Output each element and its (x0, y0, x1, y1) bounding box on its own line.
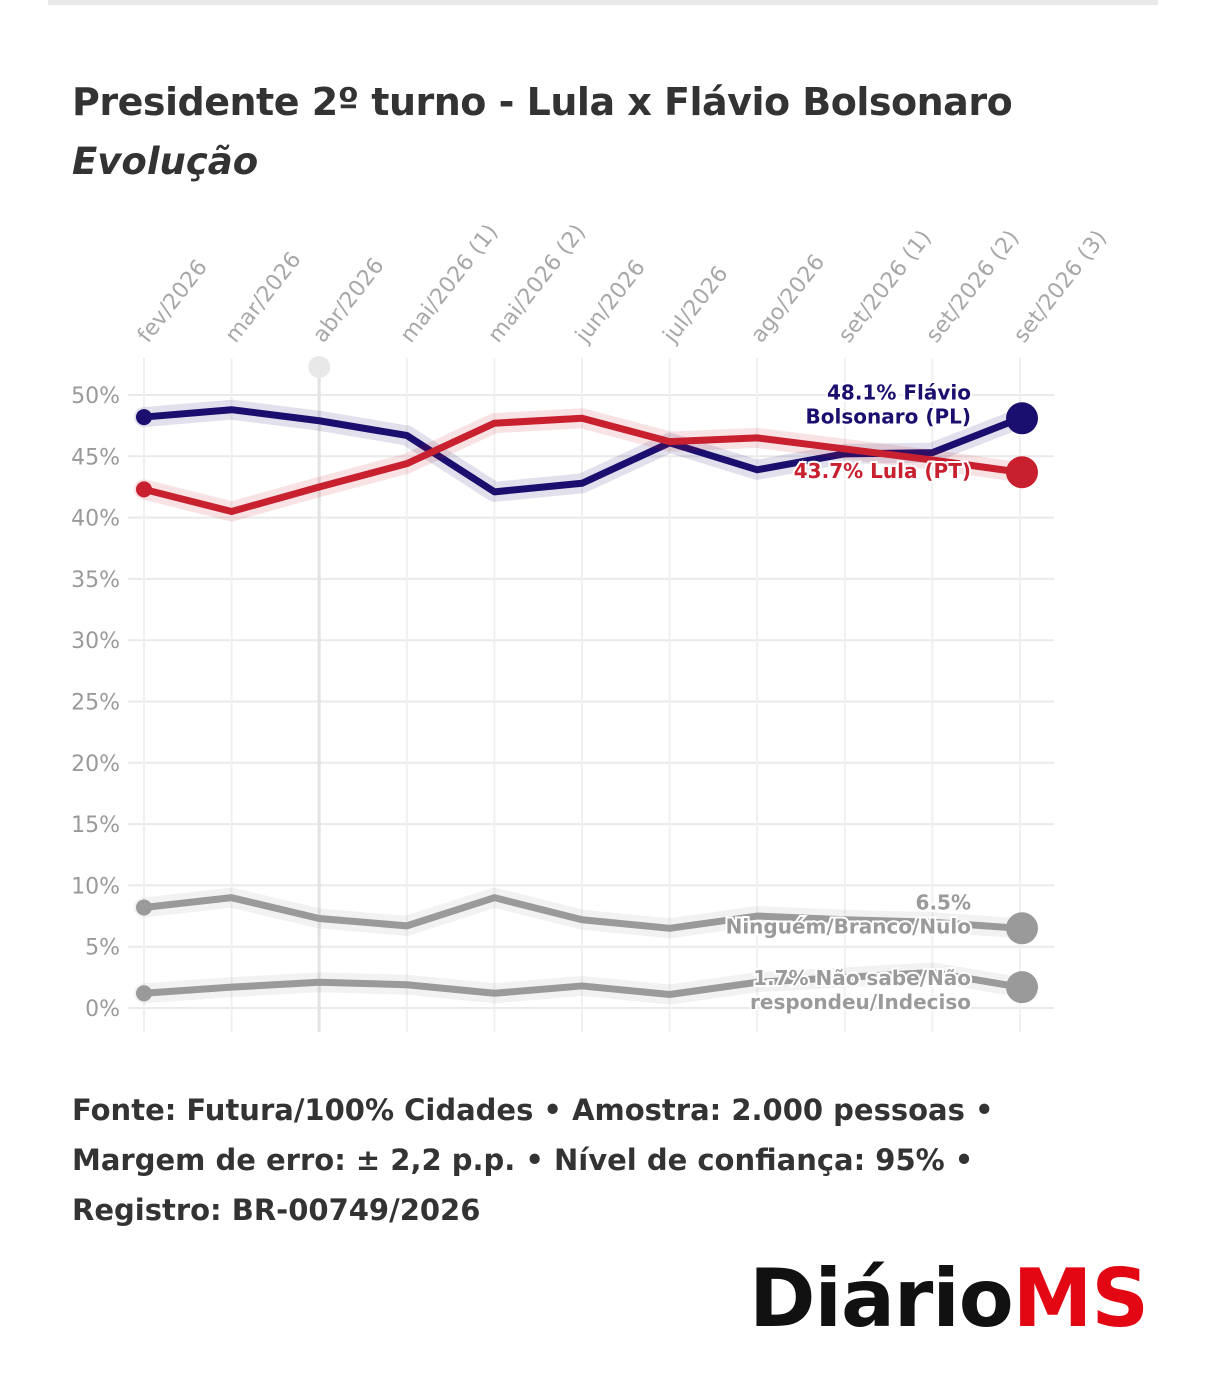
start-point-lula (136, 481, 152, 498)
y-tick-label: 50% (71, 384, 120, 409)
x-axis-ticks: fev/2026 mar/2026 abr/2026 mai/2026 (1)mai/… (133, 220, 1112, 348)
y-tick-label: 0% (85, 997, 120, 1022)
end-point-lula (1006, 456, 1038, 489)
y-tick-label: 15% (71, 813, 120, 838)
series-line-ninguem (140, 894, 1024, 932)
x-tick-label: set/2026 (2) (921, 226, 1024, 348)
x-tick-label: fev/2026 (133, 255, 213, 347)
y-tick-label: 20% (71, 752, 120, 777)
x-tick-label: mar/2026 (221, 248, 307, 348)
series-label-nao_sabe: respondeu/Indeciso (750, 990, 971, 1014)
y-tick-label: 5% (85, 936, 120, 961)
x-tick-label: set/2026 (1) (834, 226, 937, 348)
brand-logo-part1: Diário (749, 1252, 1014, 1345)
x-tick-label: jun/2026 (570, 256, 650, 349)
end-point-nao_sabe (1006, 971, 1038, 1004)
x-highlight-marker (308, 356, 331, 378)
start-point-ninguem (136, 899, 152, 916)
end-point-bolsonaro (1006, 402, 1038, 435)
series-line-nao_sabe (140, 968, 1024, 999)
series-label-bolsonaro: 48.1% Flávio (827, 380, 971, 404)
x-tick-label: ago/2026 (746, 250, 830, 348)
series-label-ninguem: 6.5% (916, 890, 971, 914)
series-line-lula (140, 414, 1024, 515)
start-point-bolsonaro (136, 409, 152, 426)
chart-subtitle: Evolução (72, 140, 259, 183)
top-rule (48, 0, 1158, 5)
start-point-nao_sabe (136, 985, 152, 1002)
end-point-ninguem (1006, 912, 1038, 945)
chart-title: Presidente 2º turno - Lula x Flávio Bols… (72, 80, 1013, 124)
y-axis-ticks: 0% 5% 10% 15% 20% 25% 30% 35% 40% 45% 50% (71, 384, 120, 1022)
series-label-bolsonaro: Bolsonaro (PL) (806, 404, 971, 428)
y-tick-label: 35% (71, 568, 120, 593)
x-tick-label: set/2026 (3) (1009, 226, 1112, 348)
y-tick-label: 45% (71, 445, 120, 470)
x-tick-label: abr/2026 (308, 254, 389, 348)
line-chart: 0% 5% 10% 15% 20% 25% 30% 35% 40% 45% 50% fev/2026… (71, 220, 1112, 1032)
series-label-ninguem: Ninguém/Branco/Nulo (726, 914, 971, 938)
brand-logo-part2: MS (1012, 1252, 1149, 1345)
brand-logo: DiárioMS (749, 1252, 1149, 1345)
series-layer (134, 399, 1038, 1005)
series-label-nao_sabe: 1.7% Não sabe/Não (753, 966, 971, 990)
x-tick-label: jul/2026 (658, 262, 733, 349)
y-tick-label: 25% (71, 691, 120, 716)
series-label-lula: 43.7% Lula (PT) (794, 459, 971, 483)
source-note: Fonte: Futura/100% Cidades • Amostra: 2.… (72, 1093, 994, 1227)
y-tick-label: 40% (71, 507, 120, 532)
y-tick-label: 30% (71, 629, 120, 654)
y-tick-label: 10% (71, 874, 120, 899)
